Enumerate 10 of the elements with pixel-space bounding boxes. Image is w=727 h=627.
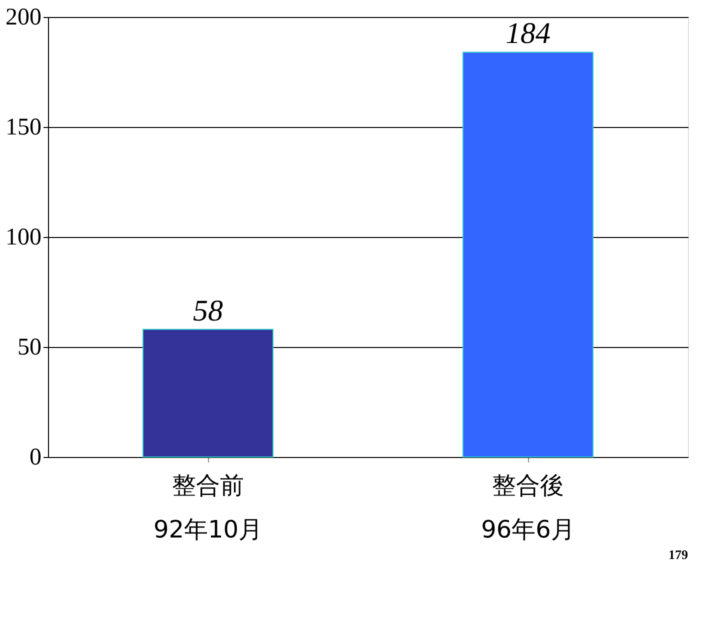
text: 179	[668, 547, 688, 562]
y-tick-label: 50	[18, 334, 42, 360]
y-tick-label: 100	[6, 224, 42, 250]
y-tick-label: 200	[6, 4, 42, 30]
y-tick-label: 0	[30, 444, 42, 470]
data-label: 58	[193, 294, 223, 328]
x-tick-label: 整合前 92年10月	[153, 472, 263, 544]
y-tick-label: 150	[6, 114, 42, 140]
data-label: 184	[506, 17, 550, 50]
x-tick-label: 整合後 96年6月	[481, 472, 575, 544]
